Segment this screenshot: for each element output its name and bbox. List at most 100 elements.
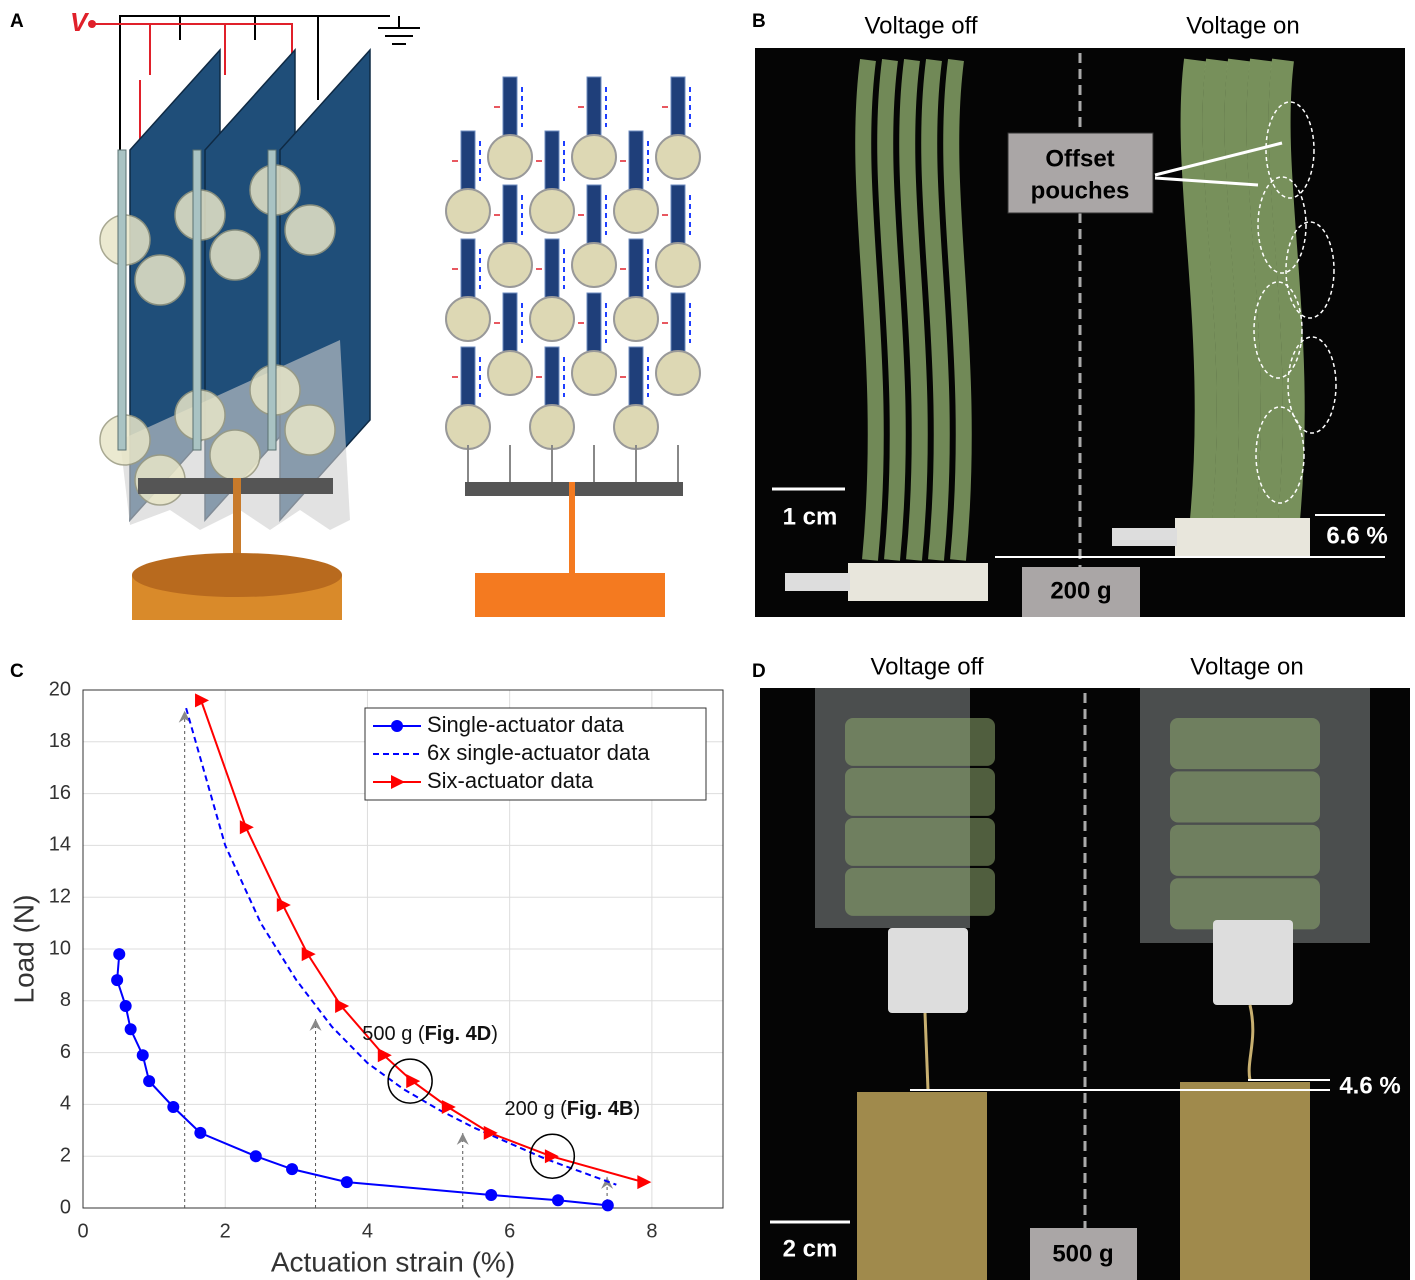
pouch (614, 297, 658, 341)
electrode-strip (461, 131, 475, 191)
pouch (210, 430, 260, 480)
pouch (446, 297, 490, 341)
pouch (845, 718, 995, 766)
panel-title: Voltage on (1186, 12, 1299, 39)
pouch (530, 297, 574, 341)
y-tick-label: 8 (60, 989, 71, 1011)
mass-label: 500 g (1052, 1240, 1113, 1267)
legend-marker (391, 720, 403, 732)
annotation-part: ) (633, 1098, 640, 1120)
x-tick-label: 8 (646, 1220, 657, 1242)
clamp (1175, 518, 1310, 556)
y-tick-label: 12 (49, 885, 71, 907)
pouch (656, 351, 700, 395)
data-point (137, 1049, 149, 1061)
pouch (530, 189, 574, 233)
pouch (845, 818, 995, 866)
x-tick-label: 2 (220, 1220, 231, 1242)
electrode-strip (671, 77, 685, 137)
ground (378, 16, 420, 44)
panel-label: C (10, 661, 24, 682)
electrode-strip (545, 347, 559, 407)
frame-strip (268, 150, 276, 450)
bolt (785, 573, 850, 591)
legend-label: 6x single-actuator data (427, 740, 650, 765)
data-point (485, 1189, 497, 1201)
strain-label: 4.6 % (1339, 1072, 1400, 1099)
data-point (286, 1163, 298, 1175)
callout-text: Offset (1045, 145, 1114, 172)
y-tick-label: 20 (49, 678, 71, 700)
panel-title: Voltage on (1190, 653, 1303, 680)
y-tick-label: 0 (60, 1196, 71, 1218)
frame-strip (118, 150, 126, 450)
data-point (552, 1194, 564, 1206)
pouch (656, 243, 700, 287)
electrode-strip (671, 293, 685, 353)
electrode-strip (545, 131, 559, 191)
legend-label: Single-actuator data (427, 712, 625, 737)
electrode-strip (503, 293, 517, 353)
mass-label: 200 g (1050, 577, 1111, 604)
data-point (113, 948, 125, 960)
pouch (614, 405, 658, 449)
pouch (1170, 771, 1320, 822)
electrode-strip (503, 77, 517, 137)
electrode-strip (671, 185, 685, 245)
y-tick-label: 2 (60, 1144, 71, 1166)
pouch (488, 135, 532, 179)
data-point (120, 1000, 132, 1012)
pouch (285, 205, 335, 255)
weight (857, 1092, 987, 1280)
weight (1180, 1082, 1310, 1280)
pouch (446, 189, 490, 233)
electrode-strip (545, 239, 559, 299)
data-point (167, 1101, 179, 1113)
y-tick-label: 6 (60, 1041, 71, 1063)
x-tick-label: 0 (77, 1220, 88, 1242)
pouch (845, 868, 995, 916)
y-tick-label: 16 (49, 782, 71, 804)
electrode-strip (629, 347, 643, 407)
pouch (488, 243, 532, 287)
pouch (488, 351, 532, 395)
x-tick-label: 4 (362, 1220, 373, 1242)
pouch (572, 243, 616, 287)
pouch (614, 189, 658, 233)
data-point (125, 1023, 137, 1035)
x-axis-label: Actuation strain (%) (271, 1246, 515, 1277)
data-point (143, 1075, 155, 1087)
weight (475, 573, 665, 617)
gripper (1213, 920, 1293, 1005)
panel-label: B (752, 11, 766, 32)
annotation-part: Fig. 4B (567, 1098, 634, 1120)
data-point (250, 1150, 262, 1162)
panel-title: Voltage off (871, 653, 984, 680)
pouch (135, 255, 185, 305)
callout-text: pouches (1031, 177, 1130, 204)
panel-label: D (752, 661, 766, 682)
y-tick-label: 4 (60, 1093, 71, 1115)
annotation-text: 200 g (Fig. 4B) (505, 1098, 641, 1120)
strain-label: 6.6 % (1326, 522, 1387, 549)
terminal (88, 20, 96, 28)
pouch (656, 135, 700, 179)
y-axis-label: Load (N) (8, 895, 39, 1004)
pouch (845, 768, 995, 816)
electrode-strip (461, 347, 475, 407)
gripper (888, 928, 968, 1013)
electrode-strip (461, 239, 475, 299)
y-tick-label: 14 (49, 834, 71, 856)
data-point (602, 1199, 614, 1211)
y-tick-label: 10 (49, 937, 71, 959)
annotation-part: 200 g ( (505, 1098, 568, 1120)
scale-label: 1 cm (783, 503, 838, 530)
annotation-text: 500 g (Fig. 4D) (362, 1023, 498, 1045)
data-point (194, 1127, 206, 1139)
pouch (285, 405, 335, 455)
x-tick-label: 6 (504, 1220, 515, 1242)
legend-label: Six-actuator data (427, 768, 594, 793)
data-point (341, 1176, 353, 1188)
annotation-part: 500 g ( (362, 1023, 425, 1045)
pouch (572, 351, 616, 395)
